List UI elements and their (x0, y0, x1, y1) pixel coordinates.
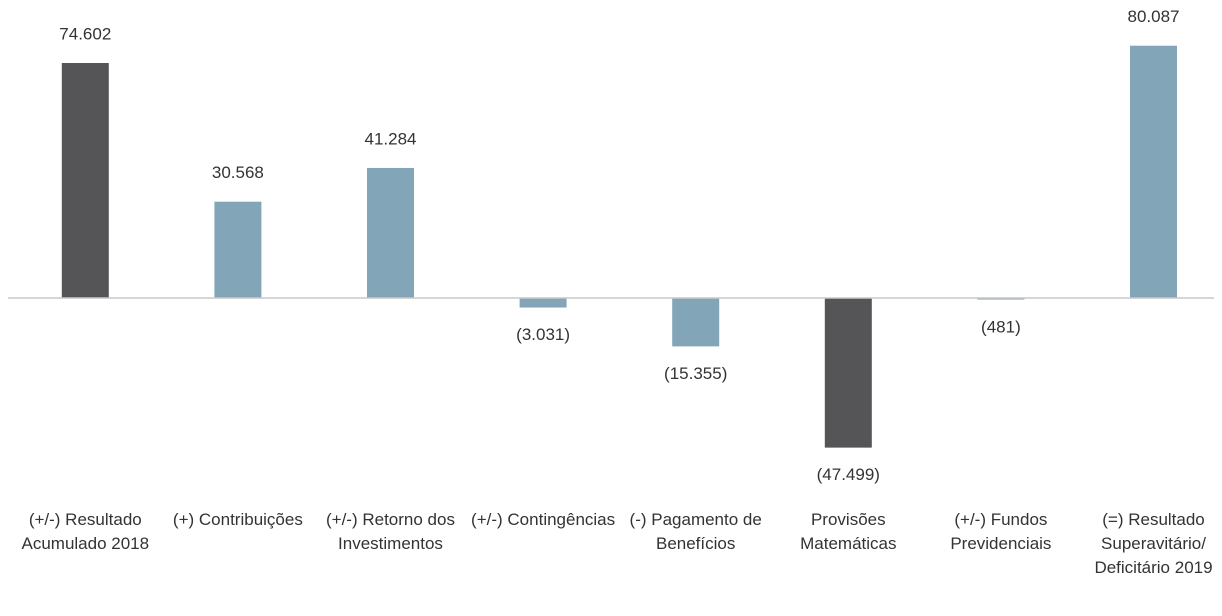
x-tick-label: (+) Contribuições (172, 510, 303, 529)
bar (61, 63, 109, 299)
x-tick-label: (+/-) Fundos Previdenciais (950, 510, 1052, 553)
x-tick-label: (+/-) Resultado Acumulado 2018 (21, 510, 150, 553)
x-tick-label: (+/-) Retorno dos Investimentos (326, 510, 455, 553)
x-tick-label: (+/-) Contingências (471, 510, 616, 529)
bar (519, 298, 567, 308)
value-label: (481) (981, 317, 1021, 336)
value-label: (3.031) (516, 325, 570, 344)
value-label: (47.499) (817, 465, 880, 484)
value-label: (15.355) (664, 364, 727, 383)
bar (1130, 45, 1177, 298)
value-label: 80.087 (1128, 7, 1180, 26)
bar (977, 298, 1025, 300)
bar (824, 298, 872, 448)
value-label: 30.568 (212, 163, 264, 182)
value-label: 41.284 (365, 129, 417, 148)
bar (367, 167, 414, 298)
value-label: 74.602 (59, 24, 111, 43)
x-tick-label: (=) Resultado Superavitário/ Deficitário… (1094, 510, 1213, 577)
bar (672, 298, 720, 347)
x-tick-label: (-) Pagamento de Benefícios (629, 510, 762, 553)
x-tick-label: Provisões Matemáticas (800, 510, 897, 553)
bar (214, 201, 262, 298)
